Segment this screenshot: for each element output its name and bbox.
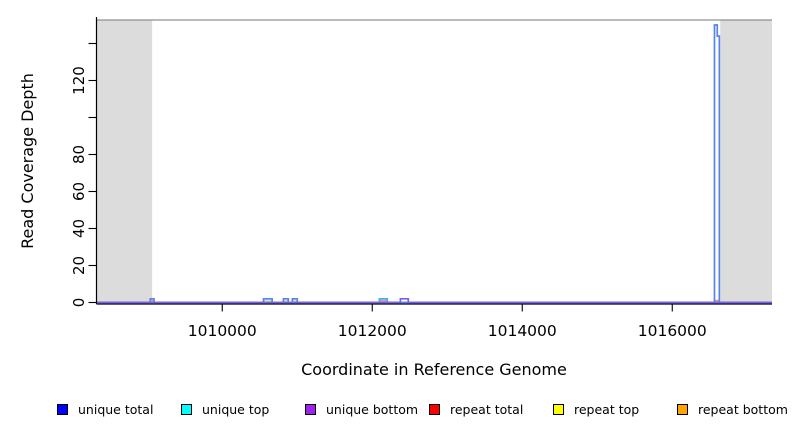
legend-label: unique bottom xyxy=(326,401,419,417)
shaded-region xyxy=(720,20,772,303)
legend-label: repeat total xyxy=(450,401,524,417)
legend-item-unique-top: unique top xyxy=(181,400,269,418)
y-tick-label: 80 xyxy=(70,145,88,164)
legend-label: unique total xyxy=(78,401,154,417)
legend-swatch-repeat-top xyxy=(553,403,564,415)
legend-item-repeat-bottom: repeat bottom xyxy=(677,400,788,418)
x-axis-title: Coordinate in Reference Genome xyxy=(301,360,567,379)
legend-swatch-repeat-total xyxy=(429,403,440,415)
y-tick-label: 120 xyxy=(70,66,88,95)
legend-label: unique top xyxy=(202,401,270,417)
x-tick-label: 1010000 xyxy=(188,322,257,340)
legend-swatch-unique-total xyxy=(57,403,68,415)
x-tick-label: 1016000 xyxy=(638,322,707,340)
legend-item-repeat-total: repeat total xyxy=(429,400,523,418)
legend-swatch-repeat-bottom xyxy=(677,403,688,415)
legend-swatch-unique-top xyxy=(181,403,192,415)
legend: unique total unique top unique bottom re… xyxy=(0,400,792,418)
series-unique-bottom xyxy=(97,297,772,304)
series-unique-total xyxy=(97,24,772,304)
legend-swatch-unique-bottom xyxy=(305,403,316,415)
legend-label: repeat bottom xyxy=(698,401,788,417)
x-tick-label: 1014000 xyxy=(488,322,557,340)
series-repeat-top xyxy=(97,299,772,304)
y-tick-label: 20 xyxy=(70,256,88,275)
y-tick-label: 60 xyxy=(70,182,88,201)
legend-item-repeat-top: repeat top xyxy=(553,400,639,418)
x-tick-label: 1012000 xyxy=(338,322,407,340)
legend-label: repeat top xyxy=(574,401,640,417)
y-axis-title: Read Coverage Depth xyxy=(18,73,37,249)
shaded-region xyxy=(97,20,153,303)
legend-item-unique-total: unique total xyxy=(57,400,153,418)
y-tick-label: 40 xyxy=(70,219,88,238)
legend-item-unique-bottom: unique bottom xyxy=(305,400,418,418)
y-tick-label: 0 xyxy=(70,298,88,308)
